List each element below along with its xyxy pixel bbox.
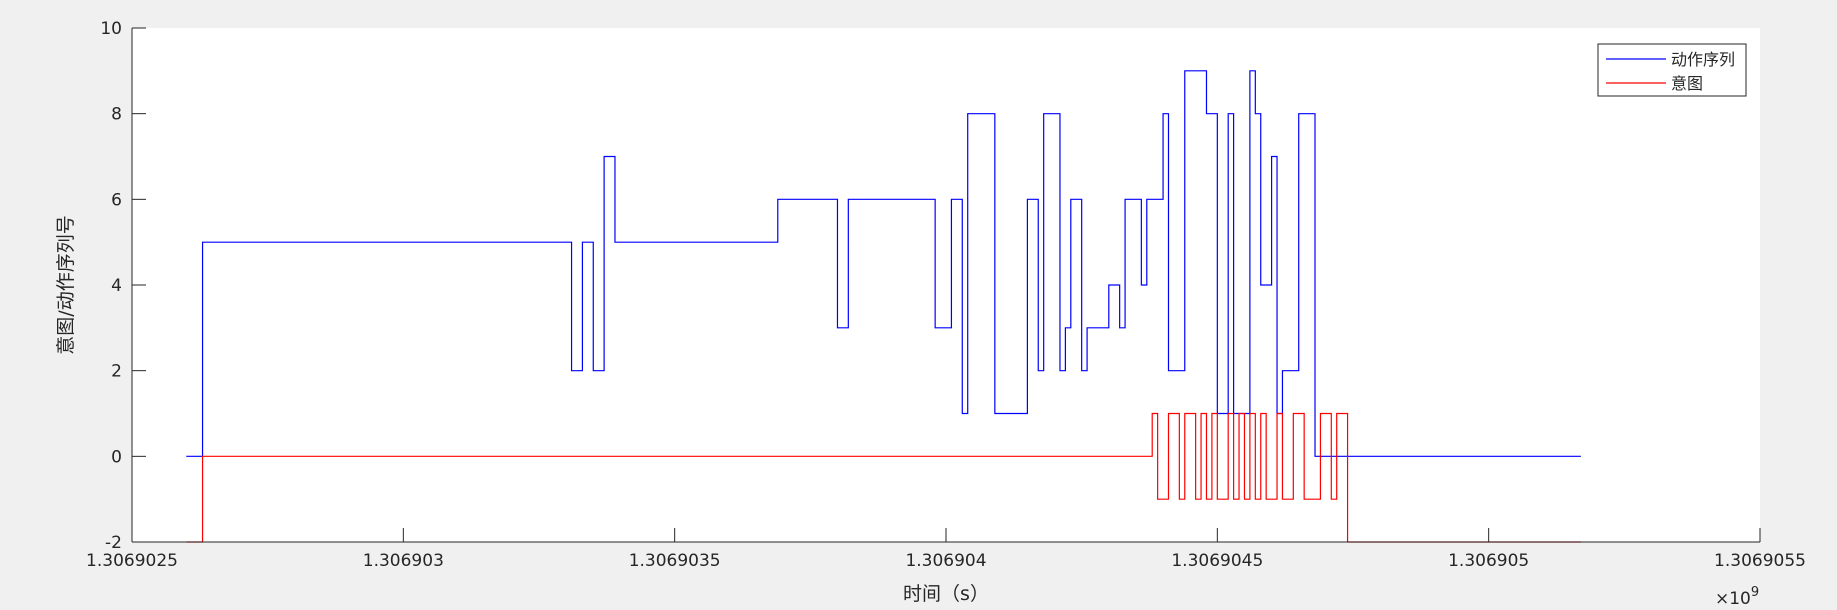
x-tick-label: 1.3069035	[629, 551, 721, 571]
x-tick-label: 1.306903	[363, 551, 444, 571]
y-tick-label: 0	[111, 447, 122, 467]
x-tick-label: 1.306904	[905, 551, 986, 571]
legend-entry-intent: 意图	[1671, 74, 1703, 93]
series-line-0	[186, 70, 1581, 457]
x-tick-label: 1.3069025	[86, 551, 178, 571]
y-tick-label: -2	[105, 533, 122, 553]
legend-entry-action-sequence: 动作序列	[1671, 50, 1735, 69]
y-tick-label: 4	[111, 276, 122, 296]
y-tick-label: 10	[100, 19, 122, 39]
series-layer	[186, 70, 1581, 543]
plot-area	[132, 28, 1760, 542]
y-tick-label: 8	[111, 105, 122, 125]
x-tick-label: 1.3069055	[1714, 551, 1806, 571]
x-tick-label: 1.306905	[1448, 551, 1529, 571]
x-tick-label: 1.3069045	[1171, 551, 1263, 571]
y-tick-label: 2	[111, 362, 122, 382]
y-tick-label: 6	[111, 190, 122, 210]
ticks-layer: 1.3069025 1.306903 1.3069035 1.306904 1.3069…	[86, 19, 1806, 571]
legend: 动作序列 意图	[1597, 43, 1747, 97]
x-exponent-base: ×10	[1715, 589, 1751, 609]
legend-box	[1597, 43, 1747, 97]
x-axis-label: 时间（s）	[903, 583, 989, 605]
series-line-1	[186, 412, 1581, 543]
y-axis-label: 意图/动作序列号	[55, 215, 77, 354]
x-exponent-power: 9	[1751, 585, 1759, 600]
x-exponent-label: ×109	[1715, 585, 1759, 609]
